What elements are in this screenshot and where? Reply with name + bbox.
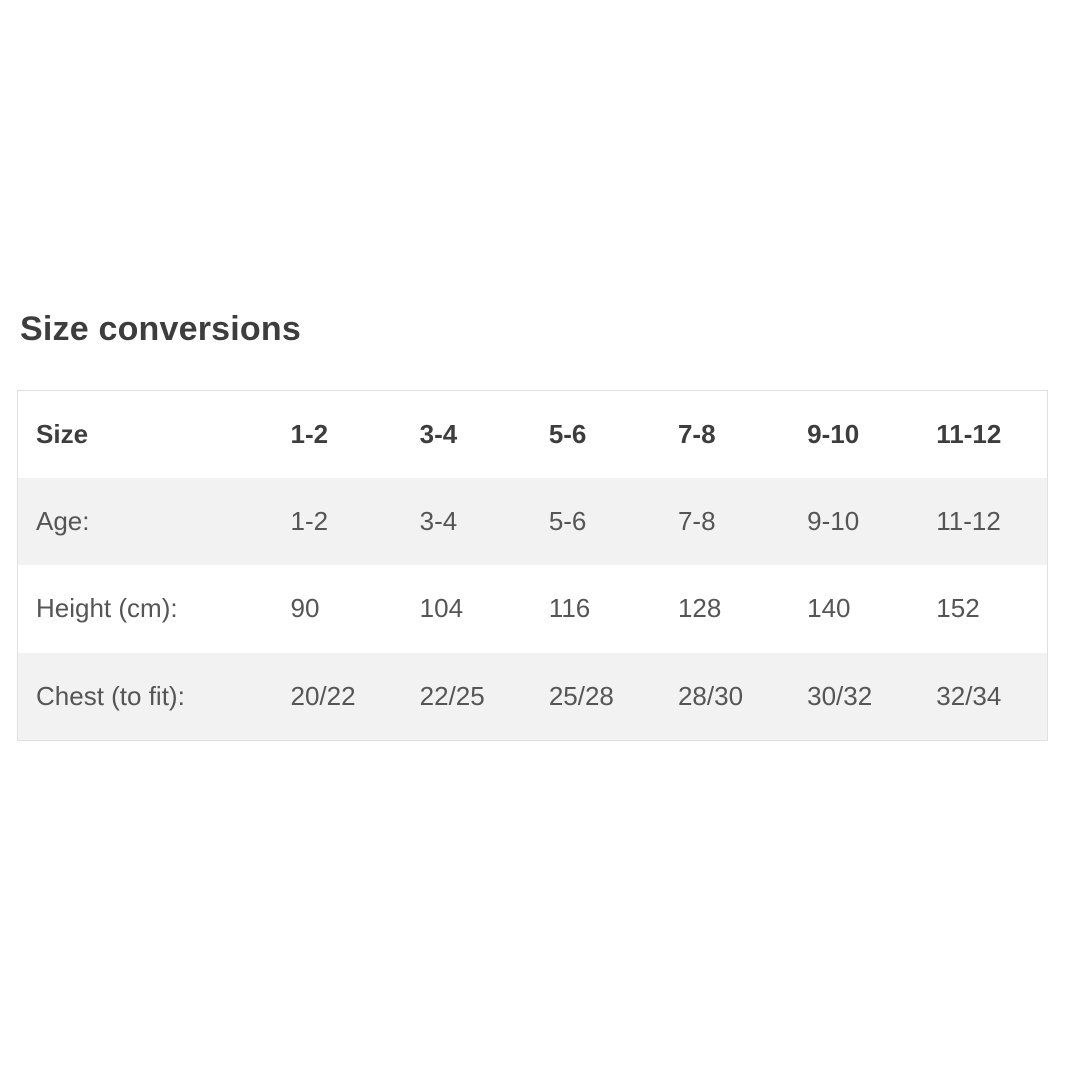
table-cell: 7-8 [677,506,716,537]
table-cell: 32/34 [936,680,1002,711]
table-cell: 104 [419,593,464,624]
table-cell: 152 [936,593,980,624]
table-cell: 128 [677,593,722,624]
column-header-3-4: 3-4 [401,390,531,479]
column-header-9-10: 9-10 [789,390,919,479]
table-row-height: Height (cm): 90 104 116 128 140 152 [17,565,1048,653]
table-row-chest: Chest (to fit): 20/22 22/25 25/28 28/30 … [17,652,1048,741]
table-cell: 28/30 [677,680,744,711]
table-cell: 116 [548,593,591,624]
size-table-container: Size 1-2 3-4 5-6 7-8 9-10 11-12 Age: 1-2… [17,390,1048,741]
size-conversions-table: Size 1-2 3-4 5-6 7-8 9-10 11-12 Age: 1-2… [17,390,1048,741]
table-cell: 20/22 [290,680,356,711]
column-header-11-12: 11-12 [918,390,1048,479]
table-cell: 140 [807,593,851,624]
table-cell: 22/25 [419,680,485,711]
table-cell: 9-10 [807,506,860,537]
column-header-size: Size [17,390,273,479]
section-heading: Size conversions [20,310,301,348]
column-header-5-6: 5-6 [530,390,660,479]
table-header-row: Size 1-2 3-4 5-6 7-8 9-10 11-12 [17,390,1048,479]
table-cell: 5-6 [548,506,587,537]
row-label: Chest (to fit): [36,680,185,711]
column-header-7-8: 7-8 [659,390,790,479]
table-row-age: Age: 1-2 3-4 5-6 7-8 9-10 11-12 [17,478,1048,566]
table-cell: 11-12 [936,506,1001,537]
table-cell: 90 [290,593,320,624]
table-cell: 3-4 [419,506,458,537]
table-cell: 1-2 [290,506,329,537]
column-header-1-2: 1-2 [272,390,402,479]
table-cell: 25/28 [548,680,614,711]
table-cell: 30/32 [807,680,873,711]
row-label: Age: [36,506,90,537]
row-label: Height (cm): [36,593,178,624]
